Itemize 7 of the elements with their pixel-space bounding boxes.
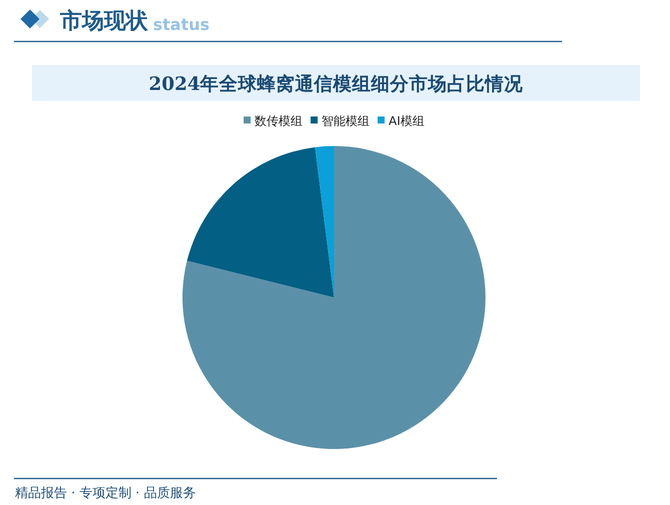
legend-label: AI模组 (388, 114, 424, 128)
legend-label: 数传模组 (254, 114, 303, 128)
legend-label: 智能模组 (322, 114, 370, 128)
text: 精品报告 · 专项定制 · 品质服务 (15, 486, 196, 501)
text: 市场现状 (59, 8, 149, 34)
text: status (153, 15, 210, 34)
chart-title: 2024年全球蜂窝通信模组细分市场占比情况 (148, 73, 524, 95)
